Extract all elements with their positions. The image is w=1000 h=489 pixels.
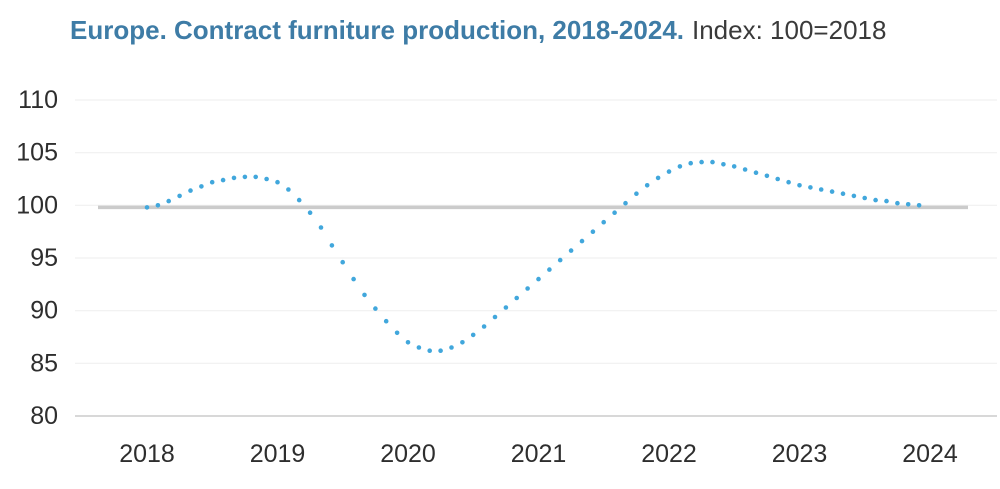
y-tick-label: 80 — [30, 402, 58, 430]
data-point — [351, 276, 356, 282]
data-point — [547, 267, 552, 272]
data-point — [383, 318, 389, 324]
y-tick-label: 105 — [16, 139, 58, 167]
data-point — [199, 184, 204, 189]
data-point — [209, 179, 215, 185]
data-point — [753, 170, 759, 175]
data-point — [514, 295, 519, 301]
y-axis-labels: 110 105 100 95 90 85 80 — [16, 86, 58, 430]
data-point — [840, 191, 846, 196]
data-point — [253, 174, 258, 180]
data-point — [873, 197, 878, 203]
data-point — [427, 348, 433, 354]
data-point — [655, 175, 661, 181]
data-point — [449, 345, 454, 350]
data-point — [775, 176, 780, 182]
data-point — [895, 200, 900, 206]
y-tick-label: 100 — [16, 191, 58, 219]
data-point — [286, 187, 291, 192]
data-point — [144, 205, 150, 210]
data-point — [470, 332, 476, 338]
data-point — [677, 164, 683, 169]
data-point — [264, 176, 269, 182]
data-point — [818, 187, 824, 192]
data-point — [634, 191, 639, 196]
y-tick-label: 110 — [18, 86, 58, 114]
data-point — [362, 292, 367, 298]
data-point — [416, 345, 422, 350]
data-point — [231, 175, 237, 181]
y-tick-label: 85 — [30, 349, 58, 377]
data-point — [644, 183, 650, 188]
data-point — [829, 189, 835, 194]
data-point — [601, 219, 606, 225]
x-tick-label: 2024 — [902, 440, 958, 468]
y-tick-label: 90 — [30, 297, 58, 325]
data-point — [525, 286, 530, 291]
data-point — [916, 203, 922, 208]
data-point — [307, 210, 313, 215]
x-tick-label: 2018 — [119, 440, 175, 468]
x-tick-label: 2021 — [511, 440, 567, 468]
data-point — [731, 164, 737, 169]
data-point — [623, 200, 628, 206]
data-point — [536, 276, 541, 282]
data-point — [786, 179, 791, 185]
data-point — [721, 162, 726, 167]
chart-subtitle: Index: 100=2018 — [692, 15, 887, 45]
data-point — [220, 177, 226, 183]
data-point — [296, 197, 302, 203]
data-point — [405, 340, 411, 345]
data-point — [590, 229, 596, 234]
data-point — [177, 193, 182, 199]
x-tick-label: 2022 — [641, 440, 697, 468]
data-point — [688, 160, 693, 166]
data-point — [579, 238, 585, 244]
data-point — [699, 159, 704, 165]
data-point — [438, 348, 443, 354]
data-point — [275, 179, 280, 185]
data-point — [764, 173, 770, 179]
data-point — [884, 198, 889, 204]
data-point — [557, 257, 563, 263]
data-point — [851, 193, 857, 199]
data-point — [166, 198, 171, 204]
horizontal-gridlines — [75, 99, 997, 417]
data-point — [797, 183, 802, 188]
data-point — [242, 174, 248, 180]
data-point — [862, 195, 867, 201]
data-point — [492, 314, 498, 320]
data-point — [568, 248, 574, 253]
data-point — [373, 306, 378, 311]
data-point — [188, 188, 193, 193]
chart-title: Europe. Contract furniture production, 2… — [70, 15, 684, 45]
data-point — [742, 167, 748, 172]
chart-title-row: Europe. Contract furniture production, 2… — [70, 12, 886, 48]
x-tick-label: 2023 — [772, 440, 828, 468]
data-point — [808, 185, 813, 190]
data-point — [329, 243, 335, 248]
x-axis-labels: 2018 2019 2020 2021 2022 2023 2024 — [119, 440, 958, 468]
data-point — [905, 202, 911, 207]
x-tick-label: 2019 — [250, 440, 306, 468]
x-tick-label: 2020 — [380, 440, 436, 468]
data-point — [318, 225, 324, 230]
data-point — [340, 259, 346, 265]
data-point — [710, 159, 715, 165]
data-point — [481, 324, 487, 329]
dotted-data-series — [144, 159, 922, 354]
data-point — [612, 210, 617, 215]
data-point — [460, 340, 465, 345]
data-point — [666, 169, 672, 174]
data-point — [394, 330, 400, 336]
data-point — [503, 305, 509, 310]
y-tick-label: 95 — [30, 244, 58, 272]
data-point — [155, 203, 161, 208]
